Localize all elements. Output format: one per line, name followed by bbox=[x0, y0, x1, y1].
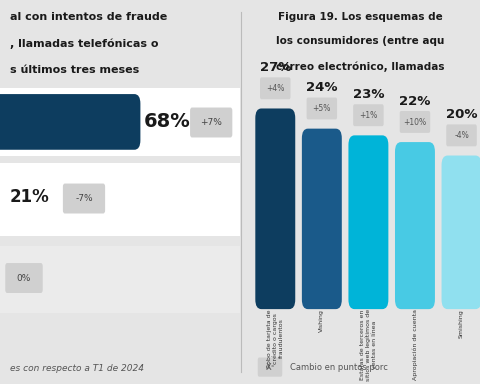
Text: Robo de tarjeta de
crédito o cargos
fraudulentos: Robo de tarjeta de crédito o cargos frau… bbox=[267, 309, 284, 367]
FancyBboxPatch shape bbox=[0, 246, 240, 313]
FancyBboxPatch shape bbox=[395, 142, 435, 309]
FancyBboxPatch shape bbox=[5, 263, 43, 293]
Text: 22%: 22% bbox=[399, 94, 431, 108]
FancyBboxPatch shape bbox=[258, 358, 282, 377]
Text: 21%: 21% bbox=[10, 188, 49, 206]
Text: 27%: 27% bbox=[260, 61, 291, 74]
Text: correo electrónico, llamadas: correo electrónico, llamadas bbox=[276, 61, 444, 72]
Text: Estafas de terceros en
sitios web legítimos de
ventas en línea: Estafas de terceros en sitios web legíti… bbox=[360, 309, 377, 381]
FancyBboxPatch shape bbox=[190, 108, 232, 137]
FancyBboxPatch shape bbox=[260, 78, 290, 99]
Text: +5%: +5% bbox=[312, 104, 331, 113]
FancyBboxPatch shape bbox=[255, 109, 295, 309]
Text: Smishing: Smishing bbox=[459, 309, 464, 338]
FancyBboxPatch shape bbox=[400, 111, 430, 133]
Text: Figura 19. Los esquemas de: Figura 19. Los esquemas de bbox=[277, 12, 443, 22]
Text: +4%: +4% bbox=[266, 84, 285, 93]
Text: al con intentos de fraude: al con intentos de fraude bbox=[10, 12, 167, 22]
Text: 0%: 0% bbox=[17, 273, 31, 283]
Text: Cambio en puntos porc: Cambio en puntos porc bbox=[290, 362, 388, 372]
FancyBboxPatch shape bbox=[446, 124, 477, 146]
Text: es con respecto a T1 de 2024: es con respecto a T1 de 2024 bbox=[10, 364, 144, 373]
FancyBboxPatch shape bbox=[0, 88, 240, 156]
Text: Apropiación de cuenta: Apropiación de cuenta bbox=[412, 309, 418, 380]
FancyBboxPatch shape bbox=[0, 163, 240, 236]
FancyBboxPatch shape bbox=[302, 129, 342, 309]
Text: s últimos tres meses: s últimos tres meses bbox=[10, 65, 139, 75]
Text: 68%: 68% bbox=[144, 113, 191, 131]
FancyBboxPatch shape bbox=[348, 136, 388, 309]
FancyBboxPatch shape bbox=[307, 98, 337, 119]
Text: 24%: 24% bbox=[306, 81, 337, 94]
Text: 20%: 20% bbox=[446, 108, 477, 121]
FancyBboxPatch shape bbox=[63, 184, 105, 214]
Text: -7%: -7% bbox=[75, 194, 93, 203]
Text: , llamadas telefónicas o: , llamadas telefónicas o bbox=[10, 38, 158, 49]
Text: +1%: +1% bbox=[359, 111, 378, 120]
Text: +7%: +7% bbox=[200, 118, 222, 127]
Text: Xˣ: Xˣ bbox=[265, 362, 275, 372]
FancyBboxPatch shape bbox=[0, 94, 141, 150]
Text: los consumidores (entre aqu: los consumidores (entre aqu bbox=[276, 36, 444, 46]
Text: +10%: +10% bbox=[403, 118, 427, 127]
Text: Vishing: Vishing bbox=[319, 309, 324, 332]
FancyBboxPatch shape bbox=[442, 156, 480, 309]
Text: -4%: -4% bbox=[454, 131, 469, 140]
FancyBboxPatch shape bbox=[353, 104, 384, 126]
Text: 23%: 23% bbox=[353, 88, 384, 101]
